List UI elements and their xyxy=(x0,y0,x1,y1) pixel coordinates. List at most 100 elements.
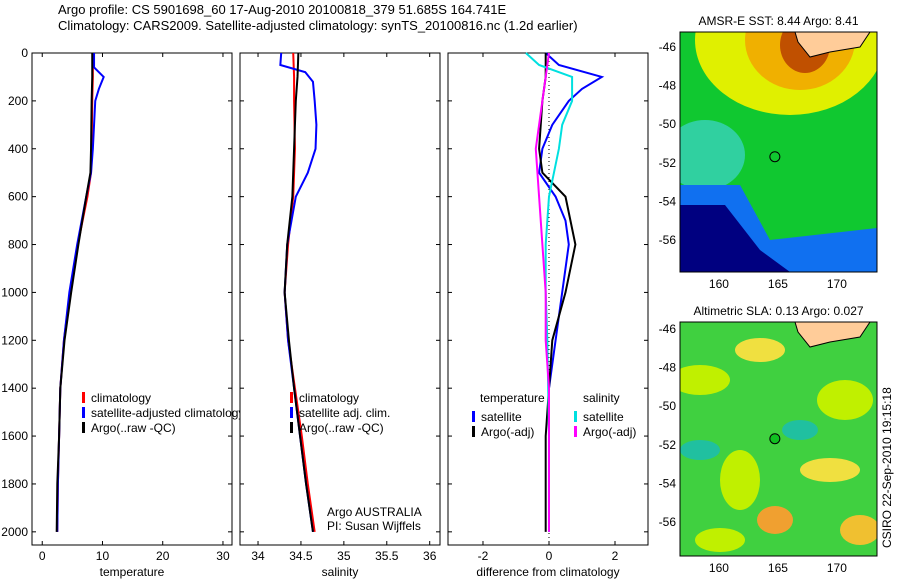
axes-box xyxy=(239,52,441,546)
land-new-zealand xyxy=(794,322,871,348)
x-axis-label: temperature xyxy=(100,565,165,579)
x-tick-label: 34 xyxy=(251,549,265,563)
map-title: Altimetric SLA: 0.13 Argo: 0.027 xyxy=(693,304,863,318)
map-y-tick-label: -54 xyxy=(659,476,677,490)
field-blob xyxy=(757,506,793,534)
map-y-tick-label: -48 xyxy=(659,361,677,375)
series-line-argo-raw-qc- xyxy=(55,53,94,532)
y-tick-label: 1000 xyxy=(1,285,28,299)
legend-entry: satellite adj. clim. xyxy=(299,406,390,420)
map-title: AMSR-E SST: 8.44 Argo: 8.41 xyxy=(698,14,858,28)
land-new-zealand xyxy=(794,32,871,58)
y-tick-label: 1400 xyxy=(1,381,28,395)
profile-panel-2: 34 34.5 35 35.5 36 salinity climatologysatelli… xyxy=(239,52,441,579)
field-coldest xyxy=(680,205,790,272)
y-tick-label: 200 xyxy=(8,94,28,108)
y-tick-label: 1800 xyxy=(1,477,28,491)
series-line-salinity-argo-adj- xyxy=(534,52,550,532)
x-tick-label: 0 xyxy=(39,549,46,563)
map-x-tick-label: 170 xyxy=(827,277,847,291)
title-line-1: Argo profile: CS 5901698_60 17-Aug-2010 … xyxy=(58,2,507,17)
legend-swatch xyxy=(472,411,475,422)
field-blob xyxy=(840,515,877,545)
field-blob xyxy=(695,528,745,552)
y-tick-label: 0 xyxy=(21,46,28,60)
map-frame xyxy=(679,31,878,273)
legend-swatch xyxy=(472,426,475,437)
legend-entry: satellite xyxy=(583,410,624,424)
map-x-tick-label: 160 xyxy=(709,277,729,291)
map-frame xyxy=(679,321,878,557)
field-blob xyxy=(800,458,860,482)
legend-swatch xyxy=(290,422,293,433)
map-y-tick-label: -50 xyxy=(659,399,677,413)
x-tick-label: -2 xyxy=(478,549,489,563)
profile-panel-3: -2 0 2 difference from climatology temperatu… xyxy=(447,52,649,579)
profile-panel-1: 0 10 20 30 0 200 400 600 800 1000 1200 1400 1600 1800… xyxy=(1,46,244,579)
legend-swatch xyxy=(82,422,85,433)
map-x-tick-label: 160 xyxy=(709,561,729,575)
legend-swatch xyxy=(82,392,85,403)
x-tick-label: 30 xyxy=(216,549,230,563)
x-axis-label: salinity xyxy=(322,565,359,579)
map-x-tick-label: 165 xyxy=(768,277,788,291)
legend-swatch xyxy=(574,426,577,437)
y-tick-label: 800 xyxy=(8,238,28,252)
map-panel-1: AMSR-E SST: 8.44 Argo: 8.41 160 165 170 -46 -… xyxy=(659,14,878,291)
field-blob xyxy=(720,450,760,510)
y-tick-label: 400 xyxy=(8,142,28,156)
map-x-tick-label: 165 xyxy=(768,561,788,575)
axes-box xyxy=(31,52,233,546)
legend-entry: Argo(-adj) xyxy=(583,425,636,439)
y-tick-label: 1200 xyxy=(1,333,28,347)
legend-header: temperature xyxy=(480,391,545,405)
title-line-2: Climatology: CARS2009. Satellite-adjuste… xyxy=(58,18,578,33)
field-blob xyxy=(680,365,730,395)
map-y-tick-label: -52 xyxy=(659,156,677,170)
annotation: PI: Susan Wijffels xyxy=(327,519,421,533)
y-tick-label: 600 xyxy=(8,190,28,204)
x-tick-label: 2 xyxy=(612,549,619,563)
legend-entry: climatology xyxy=(299,391,359,405)
y-tick-label: 1600 xyxy=(1,429,28,443)
field-blob xyxy=(782,420,818,440)
legend-swatch xyxy=(574,411,577,422)
x-tick-label: 20 xyxy=(156,549,170,563)
argo-float-marker xyxy=(769,151,781,163)
x-tick-label: 34.5 xyxy=(289,549,313,563)
x-tick-label: 36 xyxy=(423,549,437,563)
map-y-tick-label: -52 xyxy=(659,438,677,452)
legend-entry: satellite-adjusted climatology xyxy=(91,406,244,420)
map-y-tick-label: -50 xyxy=(659,117,677,131)
series-line-temperature-satellite xyxy=(538,52,605,532)
legend-header: salinity xyxy=(583,391,620,405)
map-field xyxy=(680,322,877,556)
legend-swatch xyxy=(290,407,293,418)
argo-float-marker xyxy=(769,433,781,445)
legend-entry: Argo(..raw -QC) xyxy=(91,421,176,435)
map-y-tick-label: -46 xyxy=(659,322,677,336)
legend-entry: Argo(..raw -QC) xyxy=(299,421,384,435)
map-x-tick-label: 170 xyxy=(827,561,847,575)
x-tick-label: 35.5 xyxy=(375,549,399,563)
x-tick-label: 10 xyxy=(96,549,110,563)
legend-swatch xyxy=(82,407,85,418)
field-blob xyxy=(680,440,720,460)
map-field xyxy=(680,32,877,272)
side-label: CSIRO 22-Sep-2010 19:15:18 xyxy=(880,387,894,548)
field-blob xyxy=(817,380,873,420)
y-tick-label: 2000 xyxy=(1,525,28,539)
map-y-tick-label: -48 xyxy=(659,79,677,93)
map-y-tick-label: -56 xyxy=(659,233,677,247)
x-axis-label: difference from climatology xyxy=(476,565,619,579)
map-y-tick-label: -56 xyxy=(659,515,677,529)
legend-swatch xyxy=(290,392,293,403)
series-line-argo-raw-qc- xyxy=(283,52,314,532)
field-blob xyxy=(735,338,785,362)
x-tick-label: 0 xyxy=(546,549,553,563)
legend-entry: satellite xyxy=(481,410,522,424)
map-y-tick-label: -46 xyxy=(659,40,677,54)
map-y-tick-label: -54 xyxy=(659,194,677,208)
